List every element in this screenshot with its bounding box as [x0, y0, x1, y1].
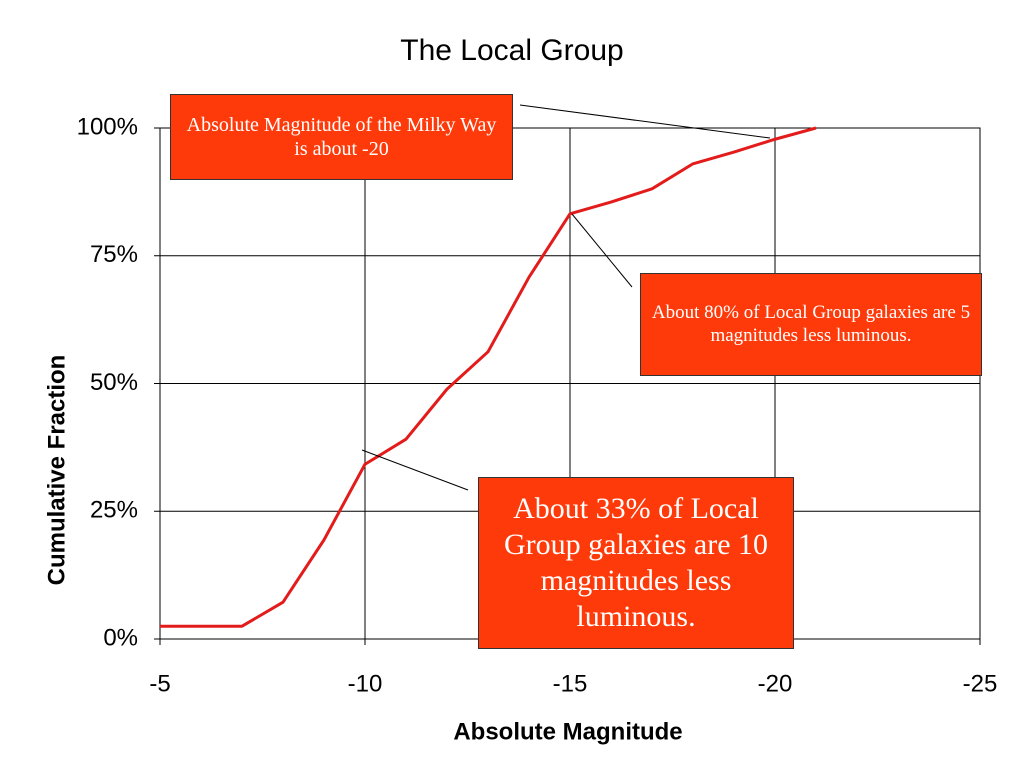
x-axis-label: Absolute Magnitude — [453, 718, 682, 745]
y-tick-label: 100% — [77, 113, 138, 140]
leader-line — [361, 449, 469, 491]
leader-line — [519, 104, 771, 139]
y-tick-label: 75% — [90, 241, 138, 268]
annotation: About 80% of Local Group galaxies are 5 … — [640, 273, 982, 376]
x-tick-label: -15 — [553, 670, 588, 697]
data-line — [160, 126, 817, 628]
y-tick-label: 0% — [103, 624, 138, 651]
annotation: Absolute Magnitude of the Milky Way is a… — [170, 94, 513, 180]
x-tick-label: -5 — [149, 670, 170, 697]
annotation: About 33% of Local Group galaxies are 10… — [478, 477, 794, 649]
leader-line — [571, 213, 633, 288]
x-tick-label: -20 — [758, 670, 793, 697]
y-tick-label: 25% — [90, 497, 138, 524]
chart-title: The Local Group — [400, 34, 623, 67]
x-tick-label: -25 — [963, 670, 998, 697]
y-tick-label: 50% — [90, 369, 138, 396]
x-tick-label: -10 — [348, 670, 383, 697]
y-axis-label: Cumulative Fraction — [43, 355, 70, 586]
